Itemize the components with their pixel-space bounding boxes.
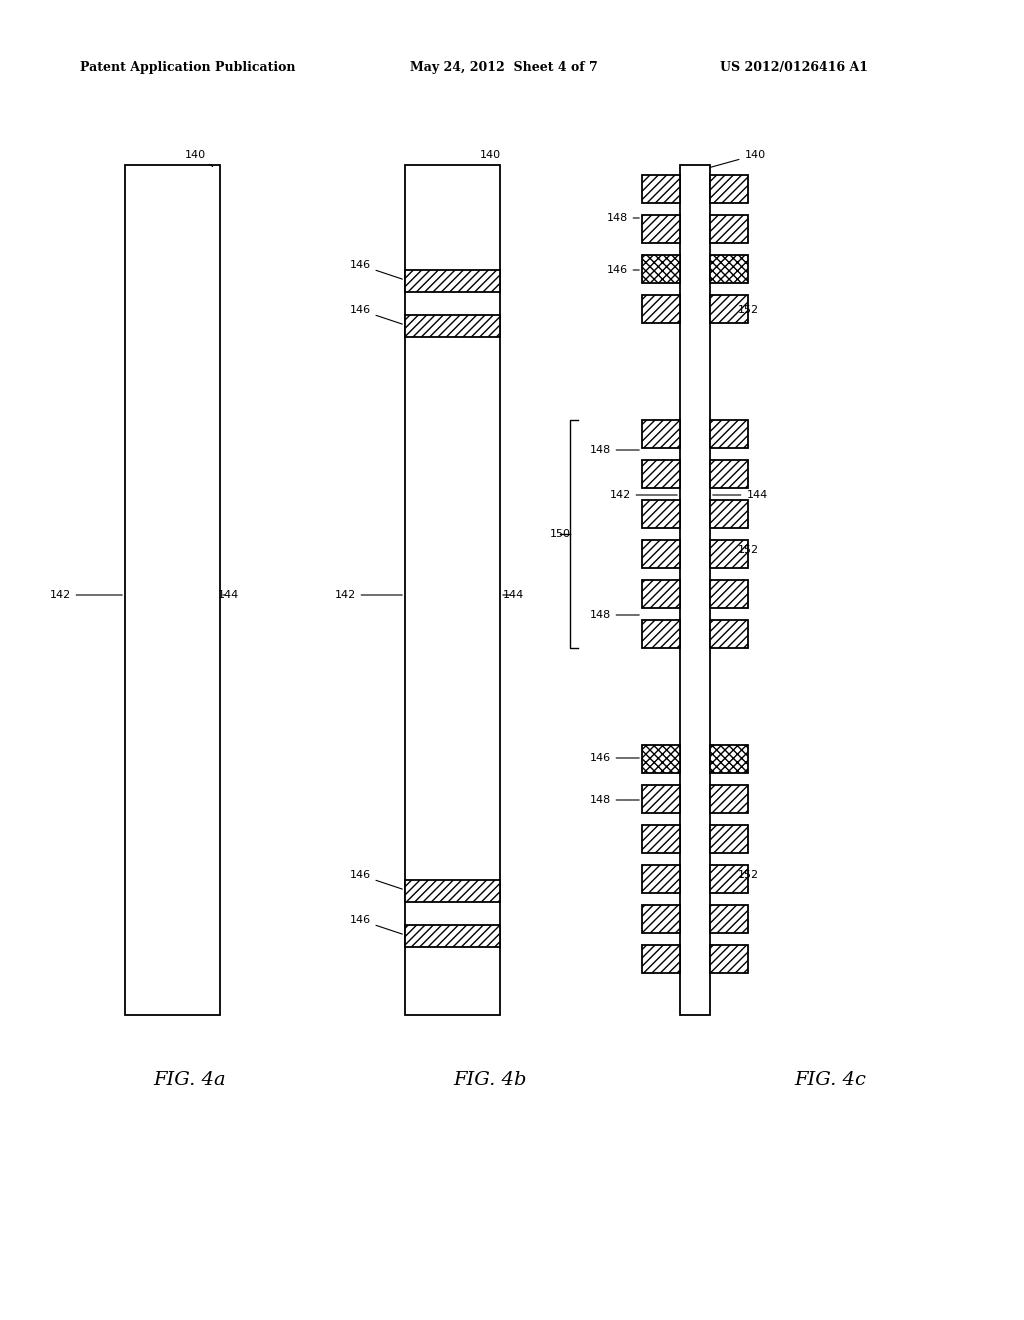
Bar [710,255,748,282]
Bar [710,540,748,568]
Text: 140: 140 [711,150,766,168]
Text: 146: 146 [349,915,402,935]
Text: 142: 142 [335,590,402,601]
Bar [642,540,680,568]
Bar [642,215,680,243]
Bar [680,165,710,1015]
Bar [710,420,748,447]
Text: 146: 146 [349,305,402,325]
Bar [642,620,680,648]
Bar [125,165,220,1015]
Text: 148: 148 [590,610,639,620]
Bar [710,620,748,648]
Text: 144: 144 [503,590,523,601]
Bar [710,865,748,894]
Text: 148: 148 [590,795,639,805]
Bar [710,459,748,488]
Text: FIG. 4c: FIG. 4c [794,1071,866,1089]
Bar [406,925,500,946]
Text: 148: 148 [590,445,639,455]
Text: 152: 152 [737,305,759,315]
Bar [710,579,748,609]
Bar [710,294,748,323]
Text: 146: 146 [590,752,639,763]
Text: 142: 142 [609,490,677,500]
Text: 152: 152 [737,870,759,880]
Bar [710,945,748,973]
Text: 144: 144 [713,490,768,500]
Bar [642,744,680,774]
Bar [406,315,500,337]
Text: 140: 140 [479,150,501,165]
Bar [642,906,680,933]
Text: 148: 148 [606,213,639,223]
Bar [710,500,748,528]
Bar [710,215,748,243]
Text: FIG. 4a: FIG. 4a [154,1071,226,1089]
Bar [710,785,748,813]
Bar [710,906,748,933]
Bar [642,945,680,973]
Bar [642,579,680,609]
Bar [406,880,500,902]
Text: 146: 146 [349,870,402,890]
Text: 142: 142 [49,590,122,601]
Text: US 2012/0126416 A1: US 2012/0126416 A1 [720,62,868,74]
Bar [642,420,680,447]
Text: FIG. 4b: FIG. 4b [454,1071,526,1089]
Bar [406,271,500,292]
Bar [642,459,680,488]
Bar [406,165,500,1015]
Bar [710,744,748,774]
Text: 140: 140 [184,150,213,166]
Bar [642,176,680,203]
Bar [642,785,680,813]
Text: Patent Application Publication: Patent Application Publication [80,62,296,74]
Text: 146: 146 [606,265,639,275]
Text: 144: 144 [217,590,239,601]
Text: 152: 152 [737,545,759,554]
Bar [642,865,680,894]
Text: May 24, 2012  Sheet 4 of 7: May 24, 2012 Sheet 4 of 7 [410,62,598,74]
Bar [642,825,680,853]
Bar [642,294,680,323]
Bar [642,500,680,528]
Bar [710,176,748,203]
Text: 146: 146 [349,260,402,279]
Text: 150: 150 [550,529,570,539]
Bar [642,255,680,282]
Bar [710,825,748,853]
